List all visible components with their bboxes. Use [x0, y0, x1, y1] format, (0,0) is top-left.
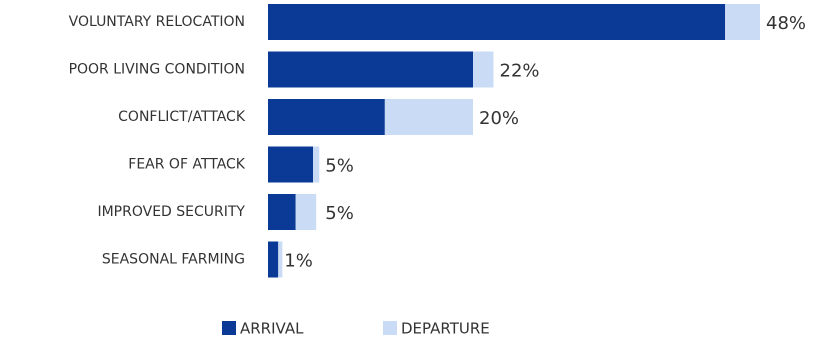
bar-segment: [313, 146, 320, 183]
bar-segment: [295, 194, 317, 230]
total-label: 20%: [479, 108, 519, 129]
legend-swatch: [222, 321, 236, 335]
category-label: VOLUNTARY RELOCATION: [69, 14, 245, 30]
bar-segment: [384, 99, 473, 135]
bar-segment: [268, 4, 726, 40]
bar-segment: [268, 99, 385, 135]
category-label: IMPROVED SECURITY: [97, 204, 245, 220]
total-label: 5%: [325, 156, 354, 177]
bar-segment: [473, 51, 494, 88]
total-label: 1%: [284, 251, 313, 272]
category-label: FEAR OF ATTACK: [128, 157, 246, 173]
legend-label: DEPARTURE: [401, 320, 490, 338]
bar-segment: [268, 194, 296, 230]
bar-segment: [725, 4, 760, 40]
total-label: 22%: [500, 61, 540, 82]
category-label: POOR LIVING CONDITION: [69, 62, 245, 78]
category-label: CONFLICT/ATTACK: [118, 109, 246, 125]
category-label: SEASONAL FARMING: [102, 252, 245, 268]
bar-segment: [278, 241, 283, 278]
bar-segment: [268, 146, 314, 183]
legend-label: ARRIVAL: [240, 320, 304, 338]
bar-segment: [268, 241, 279, 278]
legend-swatch: [383, 321, 397, 335]
total-label: 5%: [325, 203, 354, 224]
total-label: 48%: [766, 13, 806, 34]
bar-segment: [268, 51, 473, 88]
